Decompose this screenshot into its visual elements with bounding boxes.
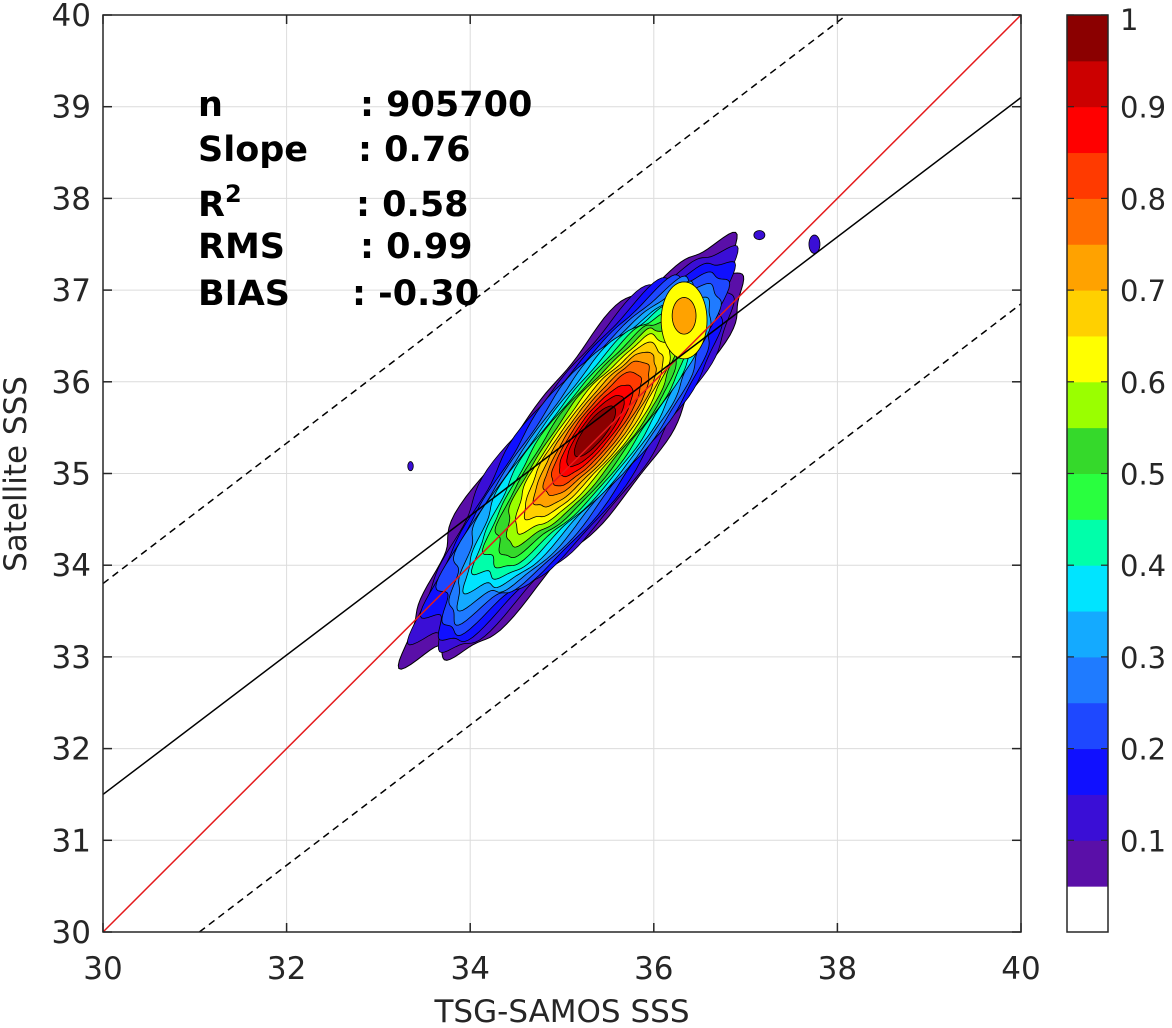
colorbar-tick-label: 0.7	[1120, 274, 1166, 308]
density-speck	[407, 461, 414, 472]
y-tick-labels: 30 31 32 33 34 35 36 37 38 39 40	[52, 0, 91, 951]
lower-bound-line	[198, 303, 1021, 932]
y-tick-label: 39	[52, 90, 91, 126]
x-axis-label: TSG-SAMOS SSS	[434, 994, 690, 1028]
y-tick-label: 33	[52, 640, 91, 676]
secondary-density-peak	[671, 297, 697, 335]
colorbar-segment	[1067, 794, 1108, 841]
colorbar-segment	[1067, 152, 1108, 199]
upper-bound-line	[103, 15, 848, 585]
colorbar-tick-label: 0.1	[1120, 824, 1166, 858]
x-tick-label: 32	[267, 951, 306, 987]
colorbar-segment	[1067, 886, 1108, 933]
colorbar-tick-label: 0.5	[1120, 458, 1166, 492]
x-tick-label: 38	[818, 951, 857, 987]
colorbar-segment	[1067, 381, 1108, 429]
y-tick-label: 32	[52, 732, 91, 768]
colorbar-segment	[1067, 244, 1108, 291]
stats-annotation: n : 905700 Slope : 0.76 R2 : 0.58 RMS : 0.99 BIA…	[198, 85, 532, 314]
colorbar-segment	[1067, 106, 1108, 154]
colorbar-segment	[1067, 748, 1108, 795]
x-tick-label: 36	[634, 951, 673, 987]
colorbar-segment	[1067, 656, 1108, 704]
y-tick-label: 35	[52, 457, 91, 493]
y-tick-label: 40	[52, 0, 91, 34]
grid	[102, 14, 1022, 933]
y-tick-label: 36	[52, 365, 91, 401]
colorbar-segment	[1067, 335, 1108, 383]
x-tick-labels: 30 32 34 36 38 40	[83, 951, 1040, 987]
stat-label: BIAS	[198, 274, 290, 314]
stat-label: RMS	[198, 227, 285, 267]
colorbar-segment	[1067, 840, 1108, 887]
colorbar: 0.1 0.2 0.3 0.4 0.5 0.6 0.7 0.8 0.9 1	[1066, 3, 1166, 933]
axis-ticks	[102, 14, 1022, 933]
colorbar-segment	[1067, 473, 1108, 520]
y-tick-label: 34	[52, 548, 91, 584]
colorbar-segment	[1067, 611, 1108, 658]
reference-lines	[103, 15, 1021, 932]
stat-superscript: 2	[225, 180, 242, 208]
colorbar-segment	[1067, 15, 1108, 62]
colorbar-segment	[1067, 427, 1108, 474]
density-speck	[753, 230, 766, 241]
stat-value: : 0.99	[360, 227, 473, 267]
stat-value: : 0.76	[358, 130, 471, 170]
colorbar-tick-label: 0.2	[1120, 733, 1166, 767]
colorbar-tick-label: 0.4	[1120, 549, 1166, 583]
identity-line	[103, 15, 1021, 932]
stat-label: n	[198, 85, 223, 125]
stat-value: : 0.58	[356, 185, 469, 225]
y-tick-label: 31	[52, 823, 91, 859]
colorbar-segment	[1067, 702, 1108, 750]
colorbar-segment	[1067, 290, 1108, 337]
y-axis-label: Satellite SSS	[0, 376, 34, 572]
colorbar-segment	[1067, 519, 1108, 566]
colorbar-segment	[1067, 565, 1108, 612]
x-tick-label: 40	[1001, 951, 1040, 987]
stat-label: Slope	[198, 130, 308, 170]
stat-label: R2	[198, 180, 242, 225]
x-tick-label: 34	[450, 951, 489, 987]
colorbar-tick-label: 1	[1120, 3, 1138, 37]
x-tick-label: 30	[83, 951, 122, 987]
y-tick-label: 38	[52, 181, 91, 217]
colorbar-tick-label: 0.6	[1120, 366, 1166, 400]
stat-value: : -0.30	[352, 274, 479, 314]
colorbar-segment	[1067, 60, 1108, 108]
colorbar-tick-label: 0.3	[1120, 641, 1166, 675]
stat-value: : 905700	[360, 85, 532, 125]
colorbar-tick-label: 0.8	[1120, 182, 1166, 216]
colorbar-tick-label: 0.9	[1120, 91, 1166, 125]
colorbar-segment	[1067, 198, 1108, 245]
regression-line	[103, 96, 1021, 796]
y-tick-label: 37	[52, 273, 91, 309]
y-tick-label: 30	[52, 915, 91, 951]
